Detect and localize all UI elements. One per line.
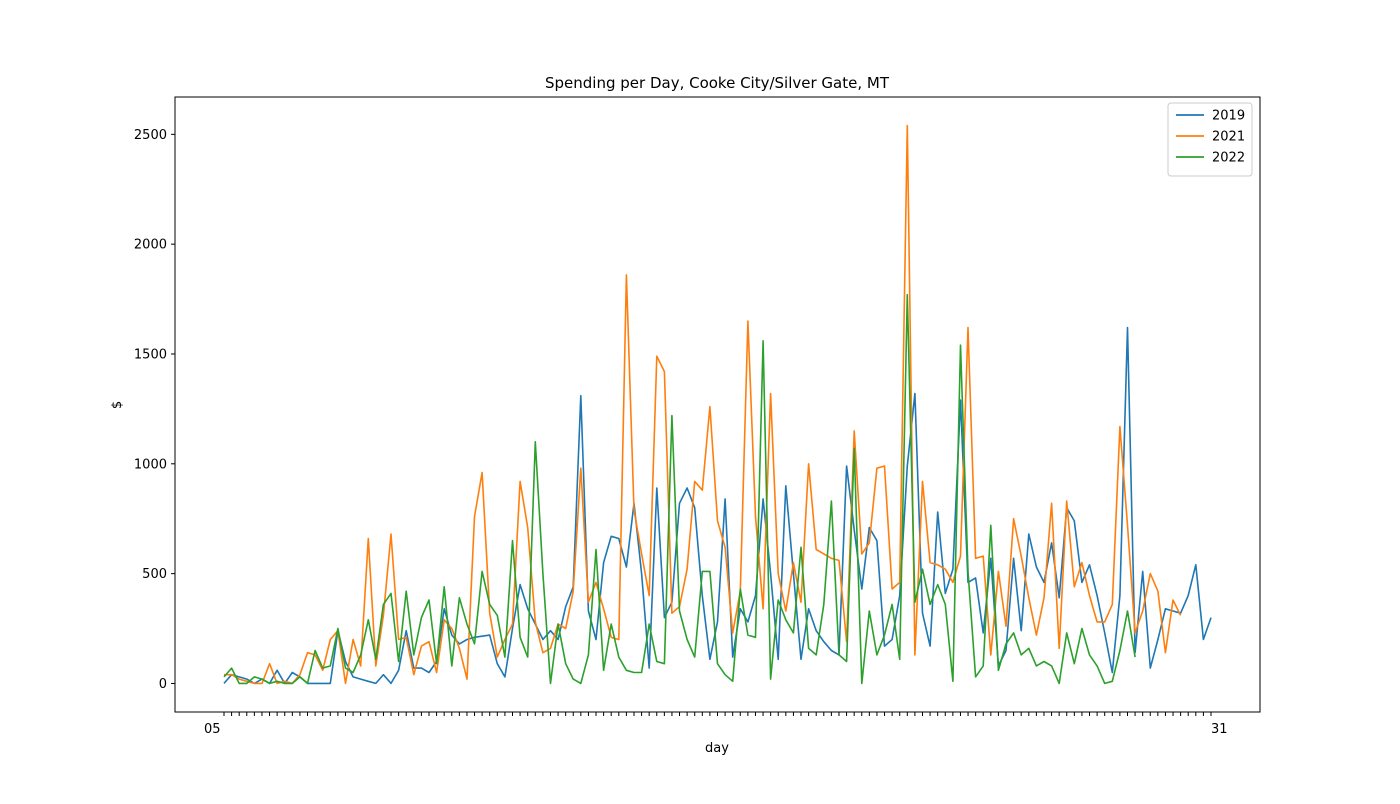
x-tick-label: 05 (204, 722, 221, 737)
y-tick-label: 1000 (134, 457, 167, 472)
y-axis-label: $ (110, 401, 125, 409)
series-line-2021 (224, 124, 1182, 685)
y-tick-label: 1500 (134, 347, 167, 362)
plot-area (223, 124, 1212, 685)
y-tick-label: 2500 (134, 128, 167, 143)
y-axis: 0 500 1000 1500 2000 2500 (134, 128, 175, 692)
legend-label-2022: 2022 (1212, 151, 1245, 166)
y-tick-label: 500 (142, 567, 167, 582)
legend: 2019 2021 2022 (1167, 102, 1253, 177)
x-axis-label: day (705, 741, 729, 756)
y-tick-label: 0 (159, 677, 167, 692)
y-tick-label: 2000 (134, 238, 167, 253)
legend-label-2019: 2019 (1212, 109, 1245, 124)
x-tick-label: 31 (1211, 722, 1228, 737)
legend-label-2021: 2021 (1212, 130, 1245, 145)
x-axis: 05 31 (204, 712, 1228, 737)
series-line-2022 (223, 293, 1136, 685)
chart-title: Spending per Day, Cooke City/Silver Gate… (545, 74, 890, 92)
